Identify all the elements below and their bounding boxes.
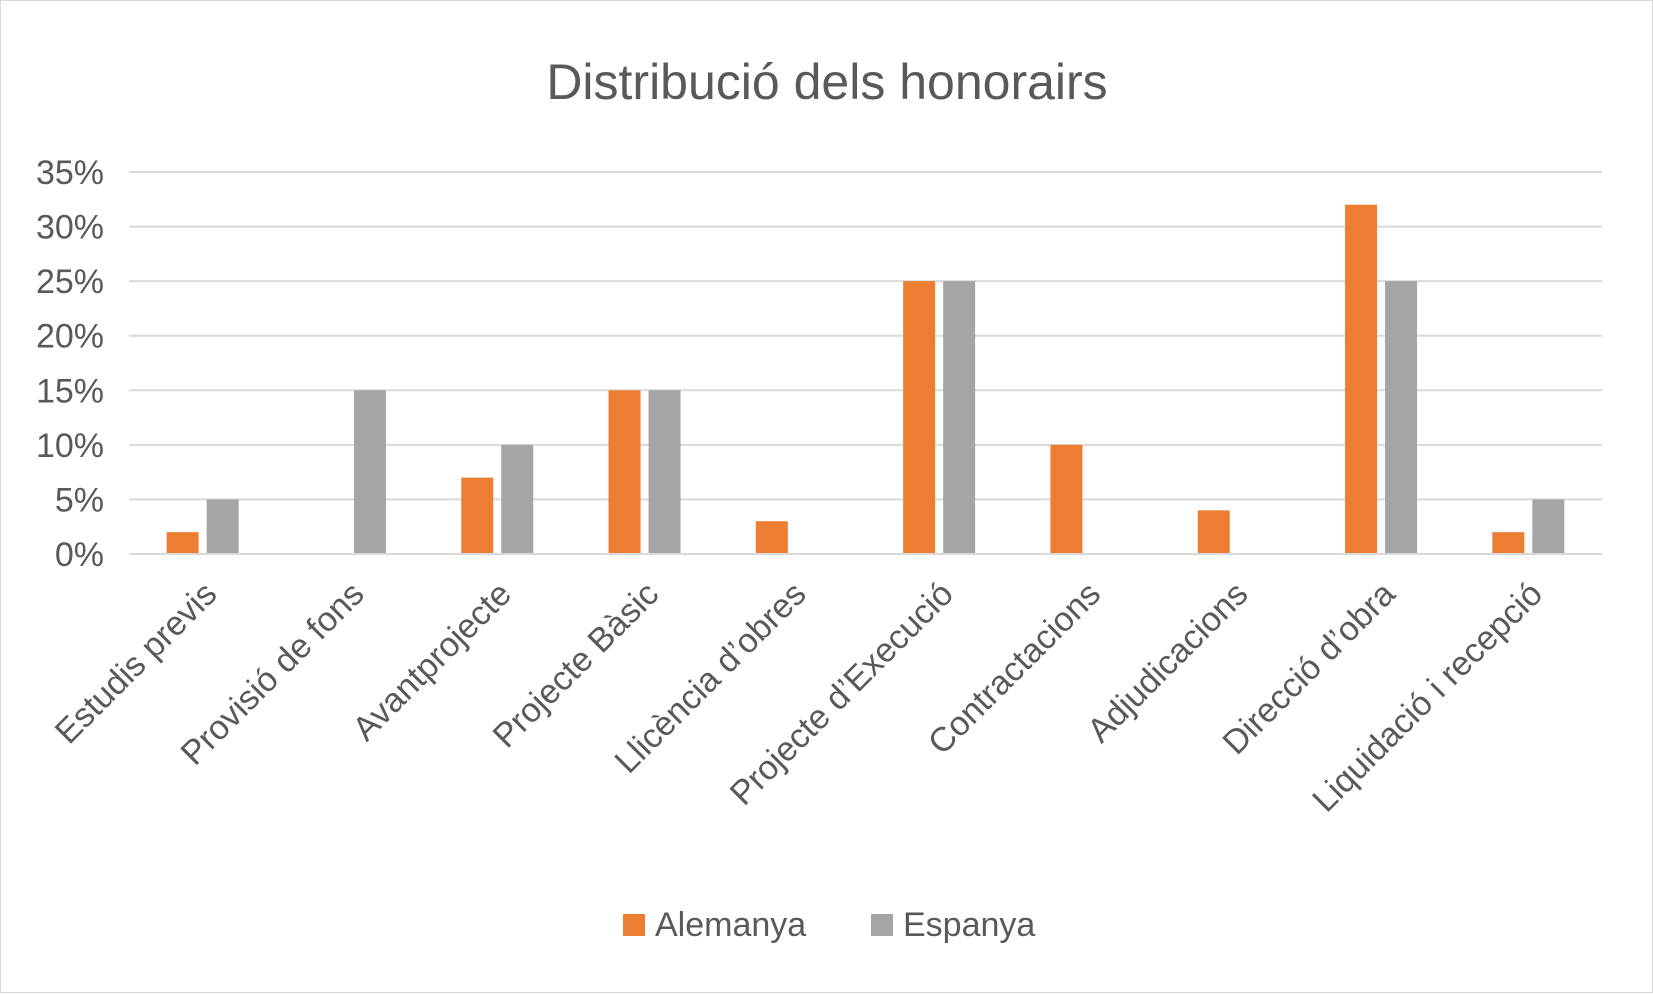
- bar-alemanya-5: [903, 281, 936, 554]
- y-tick-label: 25%: [36, 263, 104, 301]
- legend-label-espanya: Espanya: [903, 906, 1035, 944]
- legend: Alemanya Espanya: [623, 906, 1035, 944]
- bar-espanya-5: [943, 281, 976, 554]
- bar-espanya-2: [501, 444, 534, 554]
- bar-alemanya-9: [1492, 532, 1525, 554]
- bar-espanya-1: [353, 390, 386, 554]
- bar-espanya-9: [1532, 499, 1565, 554]
- y-tick-label: 5%: [55, 481, 104, 519]
- y-tick-label: 0%: [55, 536, 104, 574]
- bar-alemanya-2: [461, 477, 494, 554]
- y-tick-label: 30%: [36, 209, 104, 247]
- bar-espanya-0: [206, 499, 239, 554]
- y-tick-label: 15%: [36, 372, 104, 410]
- bar-espanya-3: [648, 390, 681, 554]
- legend-swatch-alemanya: [623, 914, 645, 936]
- bar-alemanya-3: [608, 390, 641, 554]
- bar-alemanya-8: [1345, 204, 1378, 554]
- bar-espanya-8: [1385, 281, 1418, 554]
- legend-label-alemanya: Alemanya: [655, 906, 806, 944]
- y-tick-label: 10%: [36, 427, 104, 465]
- legend-swatch-espanya: [871, 914, 893, 936]
- y-tick-label: 20%: [36, 318, 104, 356]
- gridlines: [129, 171, 1602, 555]
- chart-title: Distribució dels honorairs: [546, 54, 1107, 110]
- y-tick-label: 35%: [36, 154, 104, 192]
- bar-alemanya-4: [755, 521, 788, 554]
- bar-alemanya-0: [166, 532, 199, 554]
- y-axis-tick-labels: 0% 5% 10% 15% 20% 25% 30% 35%: [36, 154, 104, 574]
- bar-alemanya-6: [1050, 444, 1083, 554]
- bars: [129, 204, 1602, 555]
- bar-alemanya-7: [1197, 510, 1230, 554]
